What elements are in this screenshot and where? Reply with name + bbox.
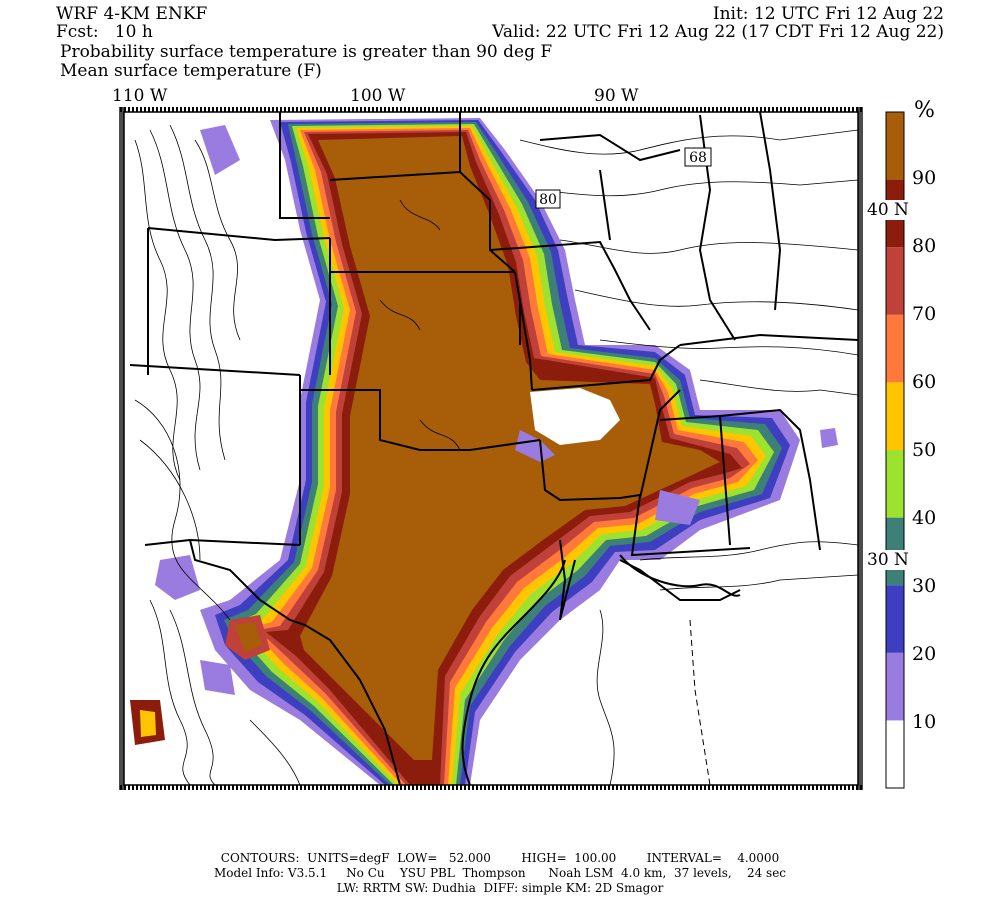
colorbar-segment (886, 382, 904, 450)
model-title: WRF 4-KM ENKF (56, 4, 208, 24)
colorbar-border (885, 111, 905, 789)
offshore-boundary (689, 619, 711, 786)
temperature-contours (134, 124, 858, 785)
colorbar-tick-50: 50 (912, 439, 937, 461)
init-time: Init: 12 UTC Fri 12 Aug 22 (712, 4, 944, 24)
footer-physics: LW: RRTM SW: Dudhia DIFF: simple KM: 2D … (336, 881, 664, 895)
colorbar-segment (886, 450, 904, 518)
map-frame (119, 107, 863, 790)
low-prob-patch (530, 388, 620, 445)
lat-label-30n: 30 N (866, 550, 910, 570)
colorbar-segment (886, 314, 904, 383)
footer-model-info: Model Info: V3.5.1 No Cu YSU PBL Thompso… (213, 866, 787, 880)
louisiana-coast (619, 554, 741, 597)
colorbar-tick-70: 70 (912, 303, 937, 325)
forecast-hour: Fcst: 10 h (56, 22, 153, 42)
valid-time: Valid: 22 UTC Fri 12 Aug 22 (17 CDT Fri … (492, 22, 944, 42)
colorbar-tick-90: 90 (912, 167, 937, 189)
colorbar-tick-60: 60 (912, 371, 937, 393)
prob-90-region (300, 136, 720, 760)
contour-label-68: 68 (684, 147, 712, 167)
lon-label-100w: 100 W (350, 86, 406, 106)
map-title-probability: Probability surface temperature is great… (60, 42, 553, 62)
colorbar-tick-30: 30 (912, 575, 937, 597)
svg-text:68: 68 (689, 150, 707, 166)
lon-label-110w: 110 W (112, 86, 168, 106)
colorbar-tick-40: 40 (912, 507, 937, 529)
colorbar-segment (886, 720, 904, 788)
colorbar-tick-10: 10 (912, 711, 937, 733)
colorbar-segment (886, 247, 904, 315)
colorbar-segment (886, 112, 904, 180)
colorbar-segment (886, 652, 904, 721)
lat-label-40n: 40 N (866, 200, 910, 220)
colorbar-segment (886, 585, 904, 653)
map-title-mean-temp: Mean surface temperature (F) (60, 61, 322, 81)
colorbar-unit: % (914, 98, 935, 123)
colorbar-tick-20: 20 (912, 643, 937, 665)
footer-contours: CONTOURS: UNITS=degF LOW= 52.000 HIGH= 1… (220, 851, 780, 865)
lon-label-90w: 90 W (594, 86, 639, 106)
svg-text:80: 80 (539, 192, 557, 208)
contour-label-80: 80 (535, 189, 561, 209)
gulf-coastline (461, 559, 566, 785)
colorbar-tick-80: 80 (912, 235, 937, 257)
probability-fill-layer (130, 118, 838, 785)
